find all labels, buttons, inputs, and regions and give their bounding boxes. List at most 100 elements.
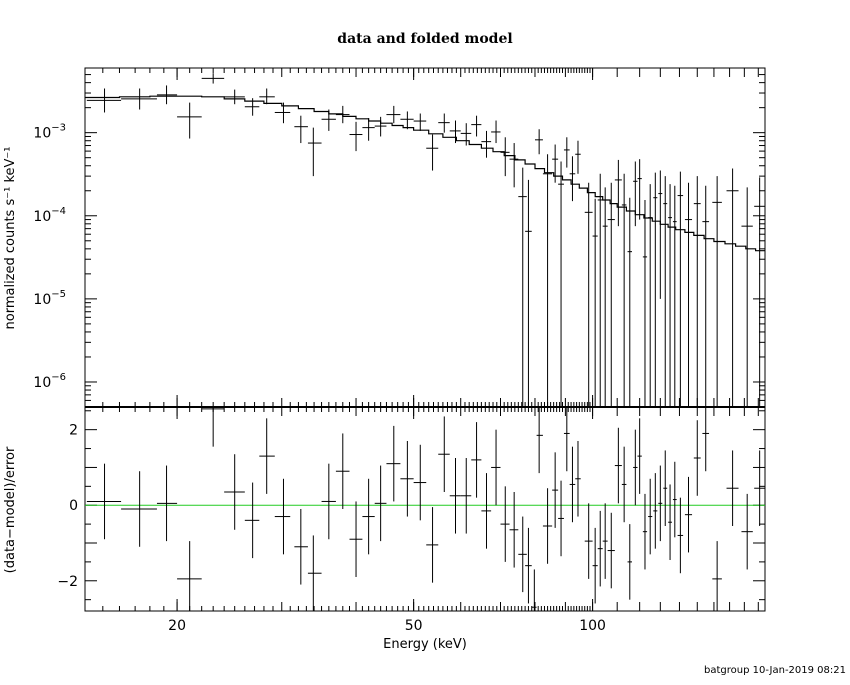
residual-point (558, 480, 564, 557)
data-point (668, 184, 672, 407)
residual-point (542, 488, 553, 564)
data-point (726, 168, 739, 407)
data-point (693, 176, 701, 407)
chart-marks: 20 50 100 10−6 10−5 10−4 10−3 −2 0 2 (33, 67, 766, 634)
residual-point (449, 458, 461, 534)
residual-point (509, 492, 519, 568)
residual-point (552, 452, 559, 528)
data-point (534, 129, 543, 155)
residual-point (362, 478, 375, 555)
residual-point (602, 503, 608, 579)
data-point (648, 184, 653, 407)
data-point (244, 98, 260, 116)
residual-point (413, 444, 427, 521)
residual-point (500, 486, 510, 562)
data-point (335, 105, 350, 124)
residual-point (438, 416, 450, 492)
residual-point (627, 524, 633, 600)
data-point (663, 176, 668, 407)
residual-point (481, 473, 492, 549)
data-point (614, 159, 622, 227)
data-point (702, 185, 710, 407)
data-point (672, 185, 677, 407)
data-point (563, 137, 570, 168)
bottom-y-axis-label: (data−model)/error (3, 446, 18, 573)
data-point (481, 130, 492, 158)
data-point (633, 161, 638, 227)
data-point (712, 176, 722, 407)
bottom-y-tick-label: −2 (57, 574, 78, 590)
residual-point (426, 507, 439, 583)
data-point (121, 88, 157, 110)
chart-title: data and folded model (337, 31, 512, 47)
residual-point (663, 450, 668, 526)
residual-point (563, 407, 570, 472)
residual-point (754, 450, 765, 526)
residual-point (677, 497, 684, 574)
data-point (542, 154, 553, 407)
data-point (201, 73, 225, 84)
top-panel-frame (84, 67, 766, 408)
residual-point (224, 454, 245, 530)
residual-point (349, 501, 363, 577)
residual-point (712, 541, 722, 611)
data-point (602, 187, 608, 407)
residual-point (321, 463, 336, 540)
data-point (621, 173, 627, 407)
residual-point (607, 512, 615, 589)
residual-point (633, 429, 638, 506)
residual-point (726, 450, 739, 526)
residual-point (201, 407, 225, 447)
residual-point (274, 478, 291, 555)
top-y-tick-label: 10−4 (33, 206, 66, 225)
residual-point (156, 465, 178, 542)
data-point (362, 118, 375, 141)
x-tick-label: 20 (168, 618, 186, 634)
footer-timestamp: batgroup 10-Jan-2019 08:21 (704, 665, 846, 676)
residual-point (518, 516, 527, 593)
residual-point (177, 541, 202, 611)
top-y-tick-label: 10−3 (33, 123, 66, 142)
residual-point (244, 482, 260, 559)
residual-point (569, 446, 576, 523)
data-point (518, 167, 527, 407)
data-point (426, 134, 439, 171)
residual-point (637, 418, 642, 494)
data-point (156, 85, 178, 105)
data-point (349, 121, 363, 152)
residual-point (672, 461, 677, 538)
residual-point (121, 471, 157, 547)
residual-point (653, 473, 658, 549)
residual-point (693, 420, 701, 496)
data-point (627, 197, 633, 407)
data-point (491, 120, 501, 144)
data-point (413, 113, 427, 131)
data-point (321, 109, 336, 131)
bottom-y-tick-label: 0 (69, 498, 78, 514)
residual-point (702, 407, 710, 472)
residual-point (668, 484, 672, 560)
residual-point (575, 441, 581, 517)
bottom-y-tick-label: 2 (69, 423, 78, 439)
data-point (460, 123, 472, 146)
data-point (584, 182, 593, 407)
residual-point (531, 569, 537, 611)
data-point (607, 182, 615, 407)
residual-point (307, 535, 322, 611)
data-point (400, 111, 414, 130)
data-point (438, 113, 450, 133)
data-point (741, 187, 753, 407)
data-point (525, 179, 532, 407)
x-tick-label: 50 (405, 618, 423, 634)
residual-point (335, 433, 350, 509)
data-point (754, 177, 765, 407)
residual-point (658, 465, 663, 542)
residual-point (584, 503, 593, 579)
residual-point (642, 493, 648, 570)
data-point (294, 115, 308, 144)
data-point (86, 88, 122, 113)
residual-point (525, 527, 532, 604)
data-point (658, 170, 663, 299)
